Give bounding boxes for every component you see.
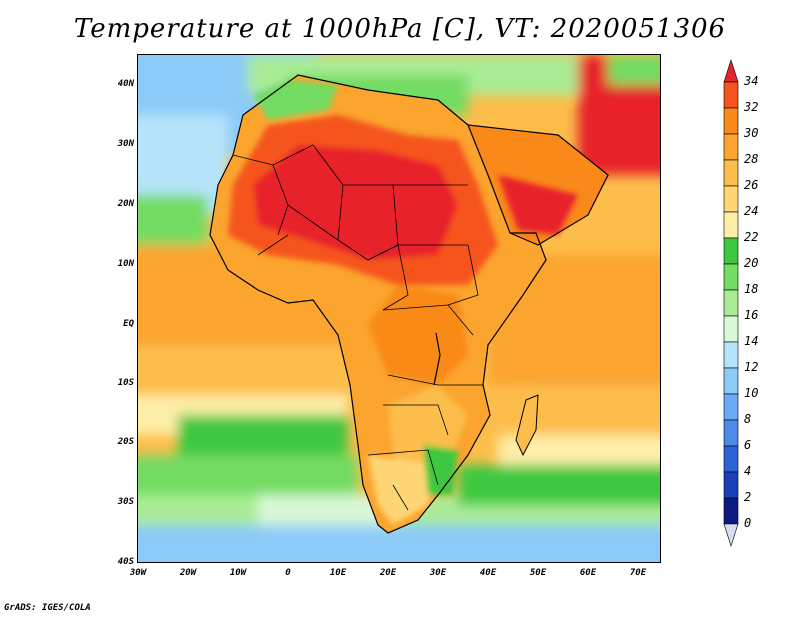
colorbar-under-triangle: [723, 523, 739, 547]
colorbar-label: 32: [744, 100, 759, 114]
lat-label-40n: 40N: [117, 79, 134, 89]
temperature-map: [137, 54, 661, 563]
colorbar-label: 12: [744, 360, 759, 374]
lon-label-40e: 40E: [479, 568, 497, 578]
colorbar-label: 20: [744, 256, 759, 270]
lon-label-10w: 10W: [229, 568, 247, 578]
colorbar-label: 14: [744, 334, 759, 348]
lon-label-20e: 20E: [379, 568, 397, 578]
colorbar-label: 24: [744, 204, 759, 218]
madagascar: [515, 394, 539, 457]
colorbar-segment: [723, 107, 739, 135]
lon-label-60e: 60E: [579, 568, 597, 578]
chart-title: Temperature at 1000hPa [C], VT: 20200513…: [73, 14, 727, 44]
colorbar-over-triangle: [723, 59, 739, 83]
colorbar-label: 26: [744, 178, 759, 192]
colorbar: [723, 59, 739, 547]
colorbar-label: 10: [744, 386, 759, 400]
lat-label-eq: EQ: [123, 319, 134, 329]
lon-label-30w: 30W: [129, 568, 147, 578]
colorbar-segment: [723, 497, 739, 525]
colorbar-label: 16: [744, 308, 759, 322]
lat-label-20s: 20S: [117, 437, 134, 447]
land-hot-core: [228, 80, 578, 525]
colorbar-segment: [723, 393, 739, 421]
lon-label-20w: 20W: [179, 568, 197, 578]
colorbar-segment: [723, 133, 739, 161]
colorbar-segment: [723, 289, 739, 317]
lon-label-50e: 50E: [529, 568, 547, 578]
colorbar-segment: [723, 445, 739, 473]
colorbar-label: 2: [744, 490, 752, 504]
lon-label-10e: 10E: [329, 568, 347, 578]
colorbar-segment: [723, 237, 739, 265]
colorbar-label: 34: [744, 74, 759, 88]
lat-label-10s: 10S: [117, 378, 134, 388]
colorbar-label: 28: [744, 152, 759, 166]
africa-coastline: [209, 74, 547, 534]
lat-label-10n: 10N: [117, 259, 134, 269]
lat-label-40s: 40S: [117, 557, 134, 567]
colorbar-segment: [723, 81, 739, 109]
colorbar-segment: [723, 185, 739, 213]
colorbar-label: 18: [744, 282, 759, 296]
arabia-coastline: [467, 124, 609, 246]
colorbar-segment: [723, 471, 739, 499]
rift-lakes: [433, 332, 441, 386]
lon-label-30e: 30E: [429, 568, 447, 578]
lat-label-20n: 20N: [117, 199, 134, 209]
colorbar-label: 30: [744, 126, 759, 140]
colorbar-segment: [723, 159, 739, 187]
colorbar-label: 4: [744, 464, 752, 478]
colorbar-label: 0: [744, 516, 752, 530]
colorbar-label: 22: [744, 230, 759, 244]
lat-label-30s: 30S: [117, 497, 134, 507]
ocean-field: [138, 55, 660, 562]
colorbar-label: 8: [744, 412, 752, 426]
colorbar-segment: [723, 419, 739, 447]
colorbar-label: 6: [744, 438, 752, 452]
lon-label-70e: 70E: [629, 568, 647, 578]
lon-label-0: 0: [285, 568, 291, 578]
grads-credit: GrADS: IGES/COLA: [4, 603, 91, 613]
colorbar-segment: [723, 263, 739, 291]
country-borders: [232, 144, 483, 511]
colorbar-segment: [723, 367, 739, 395]
colorbar-segment: [723, 315, 739, 343]
colorbar-segment: [723, 211, 739, 239]
lat-label-30n: 30N: [117, 139, 134, 149]
colorbar-segment: [723, 341, 739, 369]
map-field: [138, 55, 660, 562]
